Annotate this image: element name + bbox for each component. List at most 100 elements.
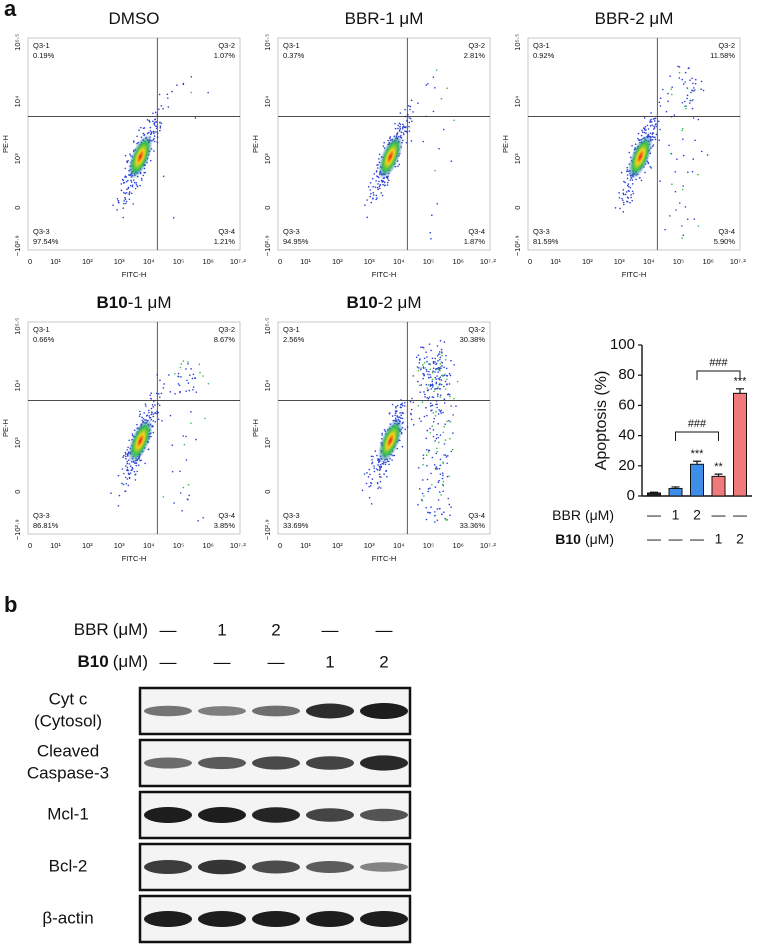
event-dot [400,131,403,134]
event-dot [620,171,623,174]
event-dot [117,201,120,204]
event-dot [396,416,399,418]
event-dot [135,462,138,464]
event-dot [689,102,691,104]
event-dot [125,192,128,194]
event-dot [431,396,434,398]
event-dot [424,396,426,398]
event-dot [371,478,374,480]
event-dot [399,412,401,414]
event-dot [681,188,684,191]
event-dot [435,382,438,385]
event-dot [118,494,121,497]
condition-cell: — [160,620,177,639]
event-dot [154,420,157,423]
event-dot [365,482,368,485]
event-dot [125,180,128,183]
plot-frame [277,37,491,251]
event-dot [159,129,161,132]
event-dot [655,125,658,128]
event-dot [418,384,421,387]
event-dot [675,209,677,211]
quadrant-percent: 0.66% [33,335,55,344]
condition-cell: — [322,620,339,639]
event-dot [429,231,432,234]
event-dot [419,391,421,393]
event-dot [423,391,425,393]
event-dot [622,193,625,196]
event-dot [686,94,689,97]
event-dot [372,198,374,200]
event-dot [374,186,377,188]
event-dot [649,165,651,168]
event-dot [628,151,631,154]
quadrant-name: Q3-4 [218,227,235,236]
quadrant-percent: 33.69% [283,521,309,530]
event-dot [430,237,432,240]
x-tick-label: 10⁶ [452,257,463,266]
event-dot [194,117,197,119]
event-dot [626,169,629,171]
event-dot [378,153,381,156]
event-dot [197,520,199,522]
event-dot [386,475,388,478]
condition-cell: 1 [325,652,334,671]
event-dot [437,499,440,501]
event-dot [380,192,383,194]
event-dot [678,66,681,68]
event-dot [136,470,139,473]
event-dot [157,411,160,414]
event-dot [182,82,185,85]
event-dot [128,463,131,465]
event-dot [427,451,430,453]
event-dot [417,404,420,407]
event-dot [159,127,162,129]
event-dot [422,457,425,460]
event-dot [442,474,444,477]
condition-unit: (μM) [585,507,614,523]
event-dot [398,416,400,419]
event-dot [147,131,150,134]
event-dot [378,185,381,188]
condition-unit: (μM) [113,620,148,639]
event-dot [374,450,377,452]
event-dot [425,437,428,440]
event-dot [171,470,174,473]
event-dot [445,519,448,521]
event-dot [439,388,442,390]
event-dot [402,125,405,127]
event-dot [420,420,422,422]
event-dot [186,361,189,363]
event-dot [430,506,432,508]
event-dot [381,181,384,183]
event-dot [123,191,125,194]
event-dot [687,67,690,70]
event-dot [373,467,375,469]
y-tick-label: 10⁵·⁵ [13,34,22,51]
event-dot [167,106,170,108]
event-dot [450,506,452,508]
event-dot [384,463,387,466]
event-dot [447,393,449,396]
error-bar [650,491,658,493]
event-dot [207,91,209,94]
event-dot [433,464,436,466]
event-dot [437,359,439,362]
event-dot [448,383,451,385]
event-dot [452,414,454,416]
event-dot [429,402,432,405]
event-dot [440,383,443,386]
x-axis-label: FITC-H [122,554,147,563]
x-tick-label: 10² [332,541,343,550]
event-dot [402,123,404,126]
event-dot [421,500,424,502]
event-dot [448,503,451,506]
event-dot [450,160,453,162]
event-dot [438,441,440,444]
event-dot [422,463,424,466]
event-dot [694,78,697,81]
event-dot [126,449,128,451]
event-dot [426,478,429,481]
event-dot [448,372,451,375]
event-dot [409,108,411,111]
